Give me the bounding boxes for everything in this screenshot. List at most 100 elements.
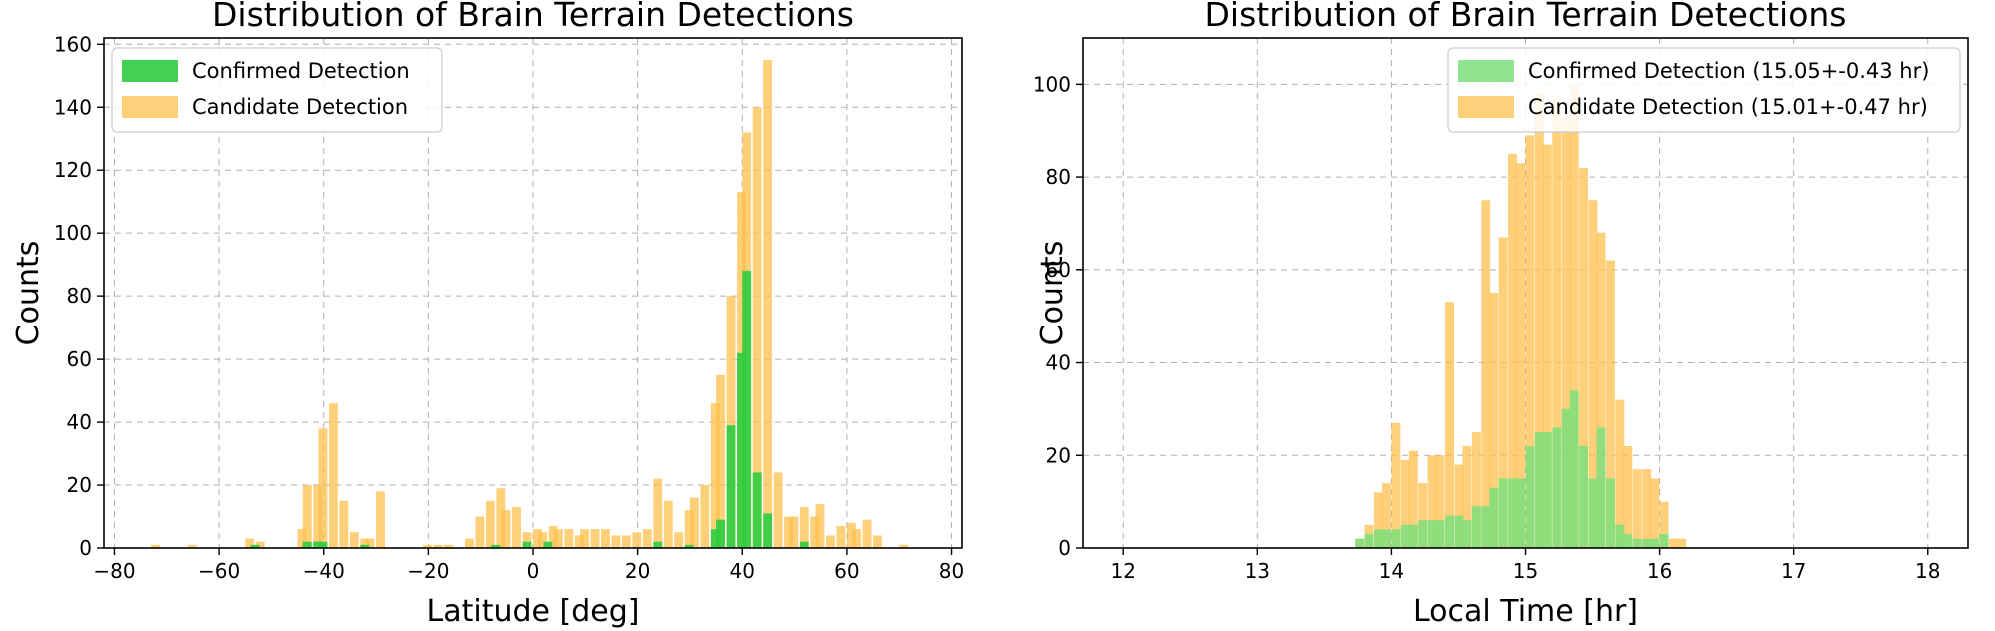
candidate-bar	[1508, 153, 1518, 548]
confirmed-bar	[522, 541, 532, 548]
x-tick-label: 0	[527, 559, 540, 583]
x-tick-label: 16	[1647, 559, 1672, 583]
candidate-bar	[815, 503, 825, 548]
candidate-bar	[1498, 237, 1508, 548]
legend-label-candidate: Candidate Detection (15.01+-0.47 hr)	[1528, 95, 1928, 119]
candidate-bar	[642, 529, 652, 548]
y-tick-label: 100	[54, 221, 92, 245]
confirmed-bar	[1615, 524, 1625, 548]
candidate-bar	[339, 500, 349, 548]
candidate-bar	[580, 529, 589, 548]
confirmed-bar	[1588, 478, 1598, 548]
confirmed-bar	[1569, 390, 1579, 548]
legend-swatch-confirmed	[1458, 60, 1514, 82]
candidate-bar	[313, 485, 323, 548]
candidate-bar	[836, 525, 846, 548]
x-tick-label: 18	[1915, 559, 1940, 583]
confirmed-bar	[1632, 538, 1642, 548]
candidate-bar	[1373, 492, 1383, 548]
candidate-bar	[1534, 93, 1544, 549]
y-tick-label: 100	[1033, 72, 1071, 96]
candidate-bar	[538, 532, 548, 548]
candidate-bar	[700, 485, 710, 548]
x-axis-label: Local Time [hr]	[1413, 594, 1638, 629]
candidate-bar	[632, 532, 642, 548]
confirmed-bar	[1552, 427, 1562, 548]
confirmed-bar	[1489, 487, 1499, 548]
series-candidate	[1355, 84, 1686, 549]
confirmed-bar	[491, 544, 501, 548]
candidate-bar	[1489, 293, 1499, 548]
candidate-bar	[1632, 469, 1642, 548]
x-tick-label: 13	[1245, 559, 1270, 583]
confirmed-bar	[716, 519, 726, 548]
candidate-bar	[1454, 464, 1464, 548]
confirmed-bar	[1373, 529, 1383, 548]
confirmed-bar	[752, 472, 762, 548]
candidate-bar	[873, 535, 882, 548]
chart-title: Distribution of Brain Terrain Detections	[1204, 0, 1846, 34]
x-tick-label: 80	[939, 559, 964, 583]
candidate-bar	[799, 507, 809, 548]
confirmed-bar	[1454, 515, 1464, 548]
candidate-bar	[1481, 200, 1491, 549]
y-axis-label: Counts	[11, 241, 46, 346]
confirmed-bar	[1435, 520, 1445, 548]
x-tick-label: 60	[834, 559, 859, 583]
x-tick-label: 15	[1513, 559, 1538, 583]
candidate-bar	[376, 491, 385, 548]
candidate-bar	[496, 488, 506, 548]
confirmed-bar	[1542, 432, 1552, 548]
y-tick-label: 80	[67, 284, 92, 308]
legend-box	[111, 47, 443, 133]
confirmed-bar	[763, 513, 773, 548]
candidate-bar	[297, 529, 307, 548]
confirmed-bar	[1498, 478, 1508, 548]
confirmed-bar	[1605, 478, 1615, 548]
candidate-bar	[444, 544, 453, 548]
confirmed-bar	[318, 541, 328, 548]
y-tick-label: 120	[54, 158, 92, 182]
legend: Confirmed Detection (15.05+-0.43 hr) Cand…	[1447, 47, 1961, 133]
y-axis-label: Counts	[1035, 241, 1070, 346]
confirmed-bar	[1471, 506, 1481, 548]
local-time-histogram-panel: 12 13 14 15 16 17 18 0 20 40 60 80 100 Distribution o…	[1033, 0, 1969, 629]
confirmed-bar	[1579, 446, 1589, 548]
candidate-bar	[684, 510, 694, 548]
confirmed-bar	[1364, 534, 1374, 548]
candidate-bar	[653, 478, 663, 548]
candidate-bar	[674, 532, 684, 548]
confirmed-bar	[1561, 408, 1571, 548]
x-tick-label: 20	[625, 559, 650, 583]
candidate-bar	[1445, 302, 1454, 548]
candidate-bar	[763, 60, 773, 548]
confirmed-bar	[684, 544, 694, 548]
candidate-bar	[485, 500, 495, 548]
candidate-bar	[564, 529, 574, 548]
candidate-bar	[621, 535, 631, 548]
candidate-bar	[773, 472, 783, 548]
x-axis-label: Latitude [deg]	[427, 594, 640, 629]
candidate-bar	[1579, 167, 1589, 548]
confirmed-bar	[1445, 515, 1454, 548]
candidate-bar	[360, 538, 370, 548]
candidate-bar	[1677, 538, 1686, 548]
candidate-bar	[716, 374, 726, 548]
candidate-bar	[1605, 260, 1615, 548]
candidate-bar	[1596, 232, 1606, 548]
legend: Confirmed Detection Candidate Detection	[111, 47, 443, 133]
confirmed-bar	[726, 425, 736, 548]
chart-title: Distribution of Brain Terrain Detections	[212, 0, 854, 34]
candidate-bar	[151, 544, 160, 548]
confirmed-bar	[1400, 524, 1410, 548]
x-tick-label: −60	[198, 559, 240, 583]
y-tick-label: 40	[67, 410, 92, 434]
y-tick-label: 80	[1046, 165, 1071, 189]
candidate-bar	[522, 532, 532, 548]
candidate-bar	[846, 522, 856, 548]
confirmed-bar	[1659, 534, 1669, 548]
candidate-bar	[464, 538, 474, 548]
x-tick-label: −20	[407, 559, 449, 583]
candidate-bar	[611, 535, 621, 548]
legend-label-confirmed: Confirmed Detection	[192, 59, 410, 83]
